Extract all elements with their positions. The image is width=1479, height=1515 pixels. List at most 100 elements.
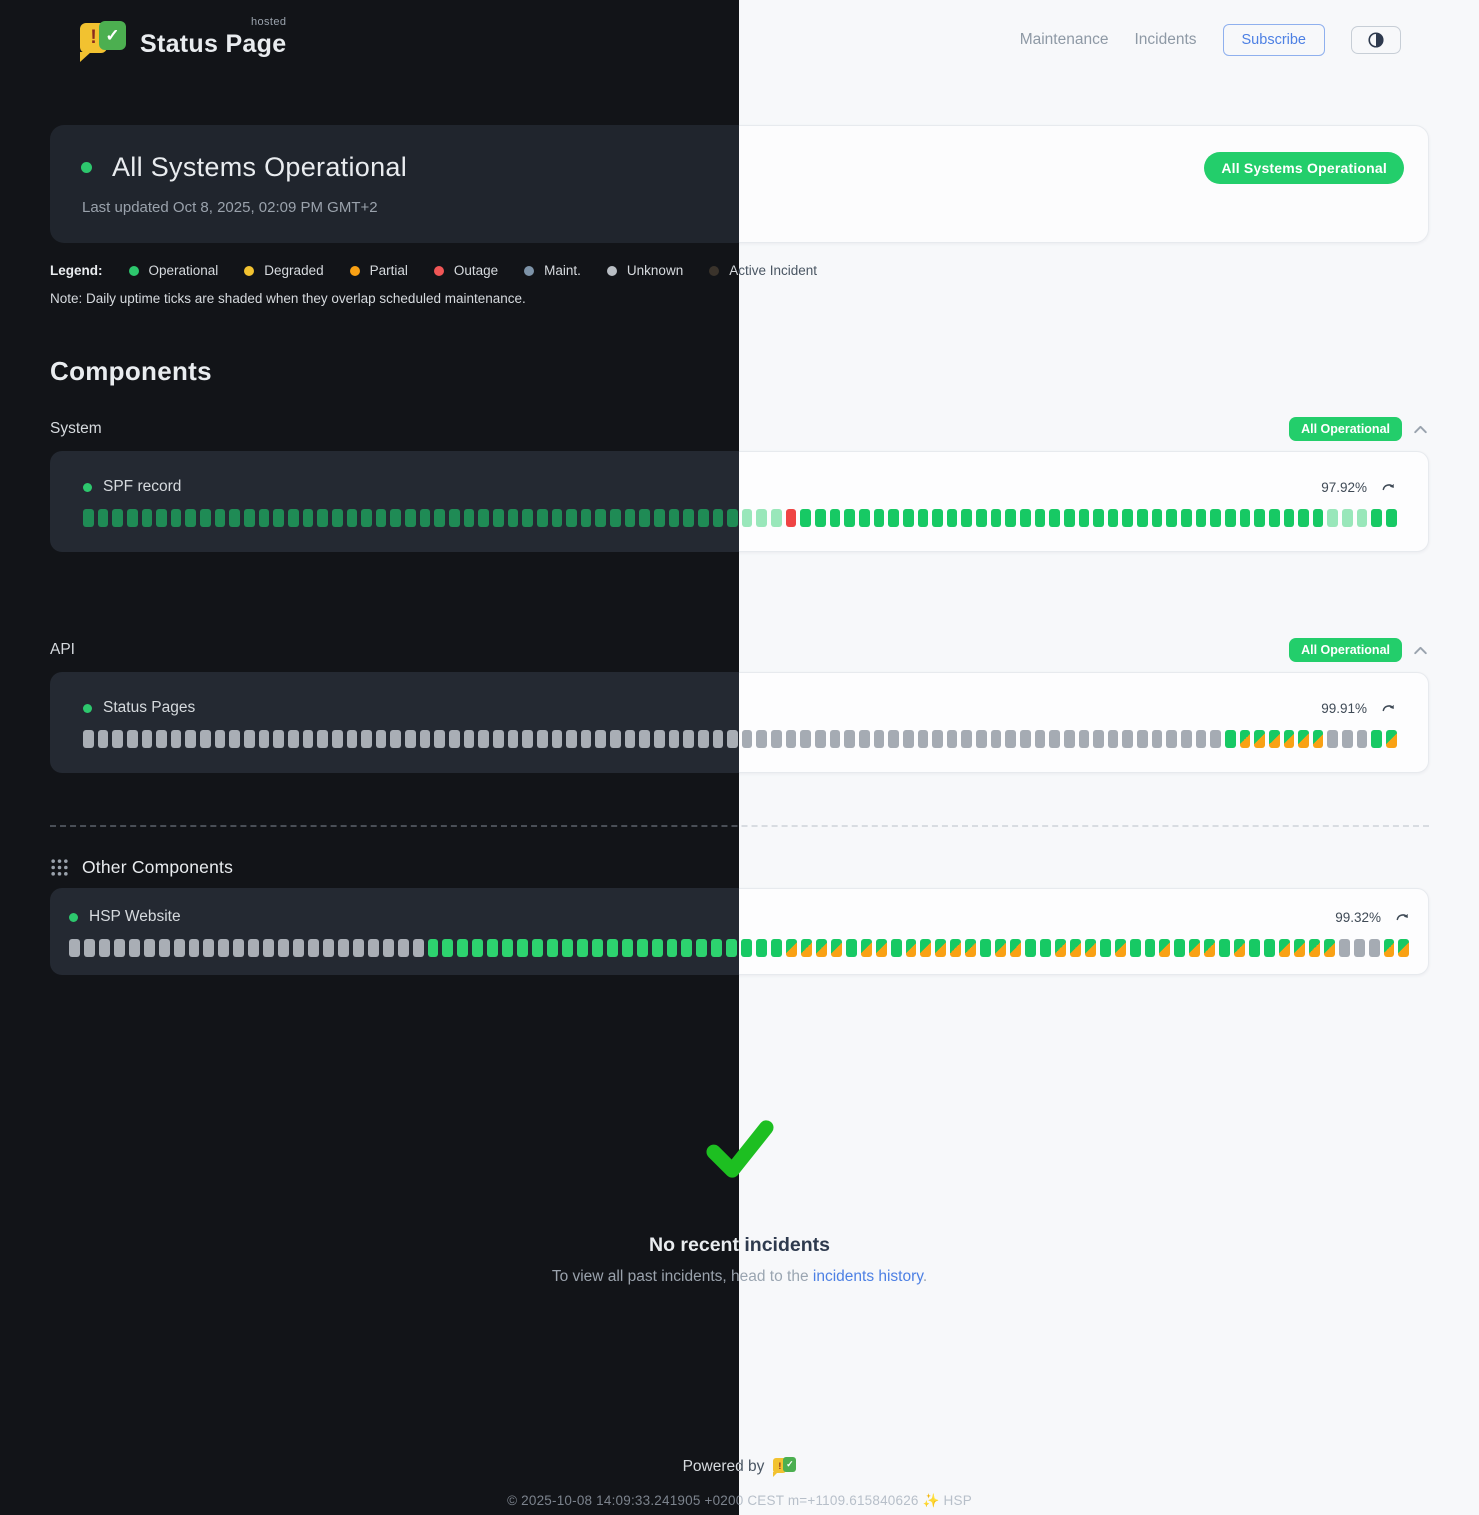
uptime-tick[interactable] <box>113 939 125 957</box>
uptime-tick[interactable] <box>1114 939 1126 957</box>
uptime-tick[interactable] <box>1398 939 1410 957</box>
uptime-tick[interactable] <box>873 730 885 748</box>
uptime-tick[interactable] <box>873 509 885 527</box>
uptime-tick[interactable] <box>156 509 167 527</box>
uptime-tick[interactable] <box>1137 730 1148 748</box>
uptime-tick[interactable] <box>158 939 170 957</box>
uptime-tick[interactable] <box>1356 509 1368 527</box>
uptime-tick[interactable] <box>815 939 827 957</box>
uptime-tick[interactable] <box>1099 939 1111 957</box>
uptime-tick[interactable] <box>375 730 387 748</box>
uptime-tick[interactable] <box>636 939 648 957</box>
uptime-tick[interactable] <box>442 939 454 957</box>
refresh-icon[interactable] <box>1381 480 1396 495</box>
uptime-tick[interactable] <box>214 730 226 748</box>
uptime-tick[interactable] <box>188 939 200 957</box>
uptime-tick[interactable] <box>1174 939 1186 957</box>
uptime-tick[interactable] <box>902 509 914 527</box>
uptime-tick[interactable] <box>1239 730 1251 748</box>
uptime-tick[interactable] <box>681 939 693 957</box>
uptime-tick[interactable] <box>1093 509 1104 527</box>
uptime-tick[interactable] <box>917 730 929 748</box>
uptime-tick[interactable] <box>1249 939 1260 957</box>
uptime-tick[interactable] <box>946 509 958 527</box>
uptime-tick[interactable] <box>522 509 533 527</box>
uptime-tick[interactable] <box>1049 509 1060 527</box>
uptime-tick[interactable] <box>1122 730 1134 748</box>
uptime-tick[interactable] <box>382 939 394 957</box>
uptime-tick[interactable] <box>1224 730 1236 748</box>
uptime-tick[interactable] <box>905 939 917 957</box>
uptime-tick[interactable] <box>185 730 197 748</box>
uptime-tick[interactable] <box>696 939 708 957</box>
uptime-tick[interactable] <box>683 509 694 527</box>
uptime-tick[interactable] <box>595 509 607 527</box>
uptime-tick[interactable] <box>756 509 768 527</box>
uptime-tick[interactable] <box>244 730 255 748</box>
uptime-tick[interactable] <box>890 939 902 957</box>
nav-incidents[interactable]: Incidents <box>1134 31 1197 48</box>
uptime-tick[interactable] <box>990 509 1002 527</box>
uptime-tick[interactable] <box>322 939 334 957</box>
uptime-tick[interactable] <box>829 730 841 748</box>
uptime-tick[interactable] <box>668 730 680 748</box>
uptime-tick[interactable] <box>1308 939 1320 957</box>
uptime-tick[interactable] <box>1386 509 1397 527</box>
uptime-tick[interactable] <box>1298 730 1309 748</box>
uptime-tick[interactable] <box>302 509 314 527</box>
uptime-tick[interactable] <box>858 509 870 527</box>
uptime-tick[interactable] <box>1327 509 1339 527</box>
uptime-tick[interactable] <box>1020 730 1031 748</box>
uptime-tick[interactable] <box>126 730 138 748</box>
uptime-tick[interactable] <box>200 509 211 527</box>
uptime-tick[interactable] <box>156 730 167 748</box>
uptime-tick[interactable] <box>361 509 372 527</box>
uptime-tick[interactable] <box>800 730 812 748</box>
uptime-tick[interactable] <box>1204 939 1216 957</box>
uptime-tick[interactable] <box>1039 939 1051 957</box>
uptime-tick[interactable] <box>920 939 932 957</box>
uptime-tick[interactable] <box>576 939 588 957</box>
uptime-tick[interactable] <box>965 939 977 957</box>
uptime-tick[interactable] <box>1063 730 1075 748</box>
uptime-tick[interactable] <box>170 509 182 527</box>
uptime-tick[interactable] <box>1020 509 1031 527</box>
uptime-tick[interactable] <box>932 509 943 527</box>
uptime-tick[interactable] <box>1224 509 1236 527</box>
uptime-tick[interactable] <box>1353 939 1365 957</box>
uptime-tick[interactable] <box>950 939 962 957</box>
uptime-tick[interactable] <box>69 939 80 957</box>
uptime-tick[interactable] <box>844 509 855 527</box>
uptime-tick[interactable] <box>278 939 290 957</box>
uptime-tick[interactable] <box>308 939 319 957</box>
uptime-tick[interactable] <box>427 939 439 957</box>
refresh-icon[interactable] <box>1395 910 1410 925</box>
uptime-tick[interactable] <box>741 509 753 527</box>
uptime-tick[interactable] <box>317 509 328 527</box>
uptime-tick[interactable] <box>405 730 416 748</box>
uptime-tick[interactable] <box>1342 509 1353 527</box>
uptime-tick[interactable] <box>1342 730 1353 748</box>
uptime-tick[interactable] <box>566 509 577 527</box>
uptime-tick[interactable] <box>932 730 943 748</box>
uptime-tick[interactable] <box>1166 509 1178 527</box>
uptime-tick[interactable] <box>815 509 826 527</box>
uptime-tick[interactable] <box>1254 730 1265 748</box>
uptime-tick[interactable] <box>83 509 94 527</box>
uptime-tick[interactable] <box>1371 509 1383 527</box>
uptime-tick[interactable] <box>651 939 663 957</box>
uptime-tick[interactable] <box>917 509 929 527</box>
uptime-tick[interactable] <box>683 730 694 748</box>
uptime-tick[interactable] <box>487 939 499 957</box>
uptime-tick[interactable] <box>888 509 899 527</box>
uptime-tick[interactable] <box>726 939 738 957</box>
uptime-tick[interactable] <box>507 730 519 748</box>
uptime-tick[interactable] <box>1264 939 1275 957</box>
uptime-tick[interactable] <box>875 939 887 957</box>
uptime-tick[interactable] <box>711 939 723 957</box>
uptime-tick[interactable] <box>390 730 402 748</box>
uptime-tick[interactable] <box>1210 509 1221 527</box>
uptime-tick[interactable] <box>258 509 270 527</box>
uptime-tick[interactable] <box>1063 509 1075 527</box>
uptime-tick[interactable] <box>580 509 592 527</box>
